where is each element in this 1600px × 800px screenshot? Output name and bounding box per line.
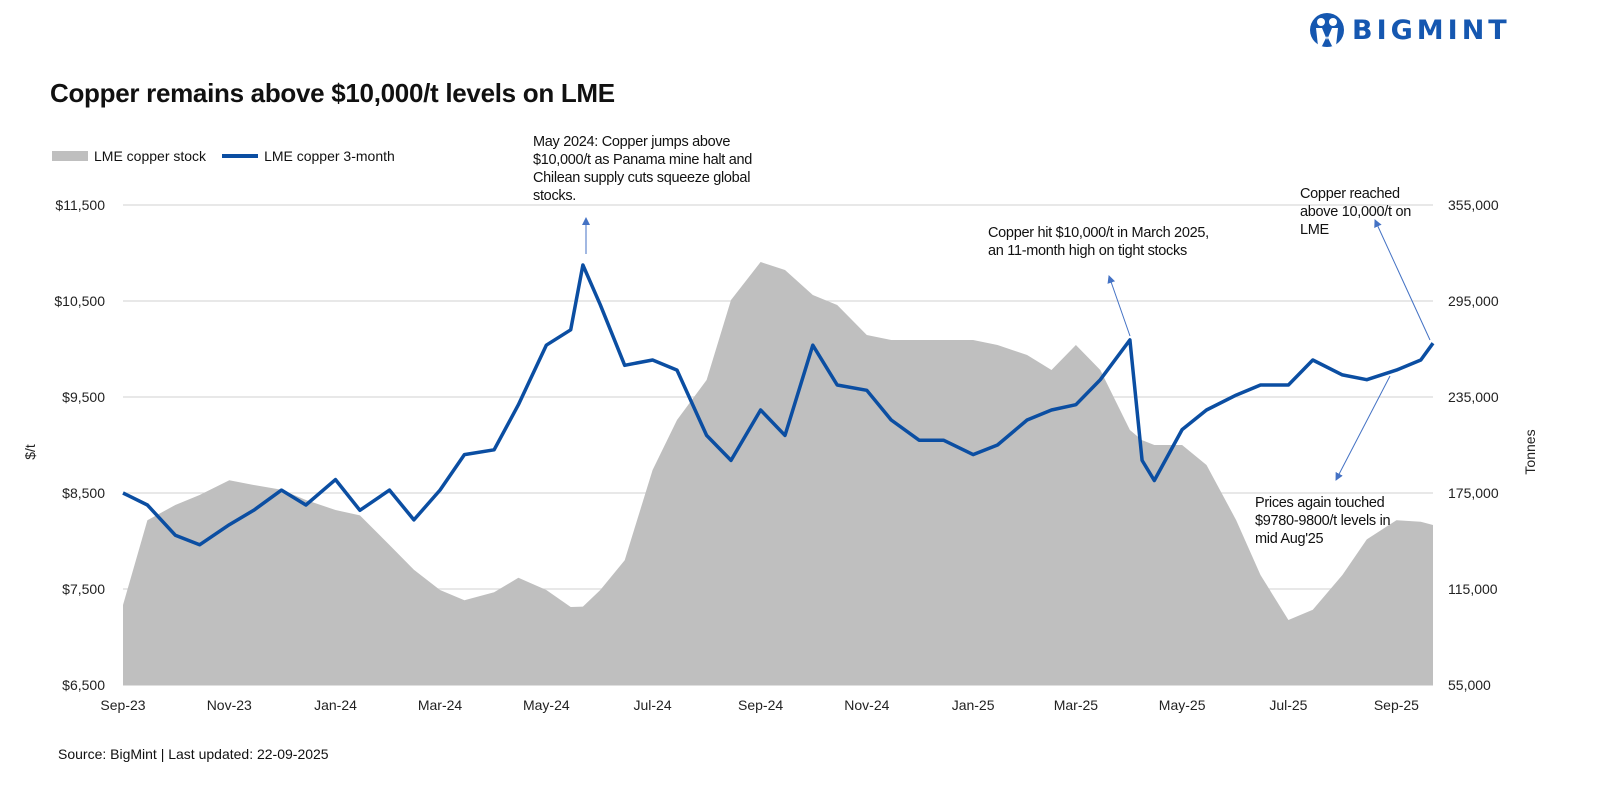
price-line	[122, 263, 1435, 547]
x-tick-label: Nov-24	[844, 697, 889, 713]
y-right-axis-label: Tonnes	[1522, 429, 1538, 474]
annotation-arrow-mar25	[1107, 275, 1131, 337]
legend-item-price: LME copper 3-month	[222, 148, 395, 164]
annotation-aug25: Prices again touched $9780-9800/t levels…	[1255, 495, 1391, 547]
stock-area	[123, 262, 1433, 685]
bigmint-logo: BIGMINT	[1310, 10, 1511, 50]
y-right-tick-label: 235,000	[1448, 389, 1499, 405]
y-right-tick-label: 55,000	[1448, 677, 1491, 693]
y-left-tick-label: $10,500	[54, 293, 105, 309]
annotation-arrow-sep25	[1374, 219, 1431, 341]
annotation-may24: May 2024: Copper jumps above $10,000/t a…	[533, 134, 753, 204]
brand-name: BIGMINT	[1352, 14, 1511, 46]
x-tick-label: Jul-24	[634, 697, 672, 713]
x-tick-label: Sep-23	[100, 697, 145, 713]
chart-title: Copper remains above $10,000/t levels on…	[50, 78, 615, 108]
legend-label-stock: LME copper stock	[94, 148, 207, 164]
x-tick-label: Jan-25	[952, 697, 995, 713]
legend-swatch-stock	[52, 151, 88, 161]
y-left-tick-label: $11,500	[55, 197, 105, 213]
legend: LME copper stock LME copper 3-month	[52, 148, 411, 164]
annotation-arrow-aug25	[1335, 375, 1391, 481]
x-tick-label: Nov-23	[207, 697, 252, 713]
y-left-tick-label: $9,500	[62, 389, 105, 405]
y-left-tick-label: $6,500	[62, 677, 105, 693]
x-tick-label: Jul-25	[1269, 697, 1307, 713]
x-tick-label: Mar-25	[1054, 697, 1099, 713]
y-left-axis-label: $/t	[22, 444, 38, 460]
bigmint-logo-icon	[1310, 13, 1344, 47]
y-right-tick-label: 115,000	[1448, 581, 1498, 597]
y-right-tick-label: 355,000	[1448, 197, 1499, 213]
x-tick-label: Sep-25	[1374, 697, 1419, 713]
legend-label-price: LME copper 3-month	[264, 148, 395, 164]
y-left-tick-label: $7,500	[62, 581, 105, 597]
y-right-tick-label: 295,000	[1448, 293, 1499, 309]
annotation-sep25: Copper reached above 10,000/t on LME	[1300, 186, 1411, 238]
y-right-tick-label: 175,000	[1448, 485, 1499, 501]
x-tick-label: May-24	[523, 697, 570, 713]
annotation-arrows	[582, 217, 1431, 481]
source-note: Source: BigMint | Last updated: 22-09-20…	[58, 746, 329, 762]
y-left-tick-label: $8,500	[62, 485, 105, 501]
x-tick-label: Sep-24	[738, 697, 783, 713]
x-tick-label: May-25	[1159, 697, 1206, 713]
legend-item-stock: LME copper stock	[52, 148, 206, 164]
x-tick-label: Jan-24	[314, 697, 357, 713]
legend-swatch-price	[222, 154, 259, 158]
annotation-mar25: Copper hit $10,000/t in March 2025, an 1…	[988, 225, 1209, 259]
x-tick-label: Mar-24	[418, 697, 463, 713]
